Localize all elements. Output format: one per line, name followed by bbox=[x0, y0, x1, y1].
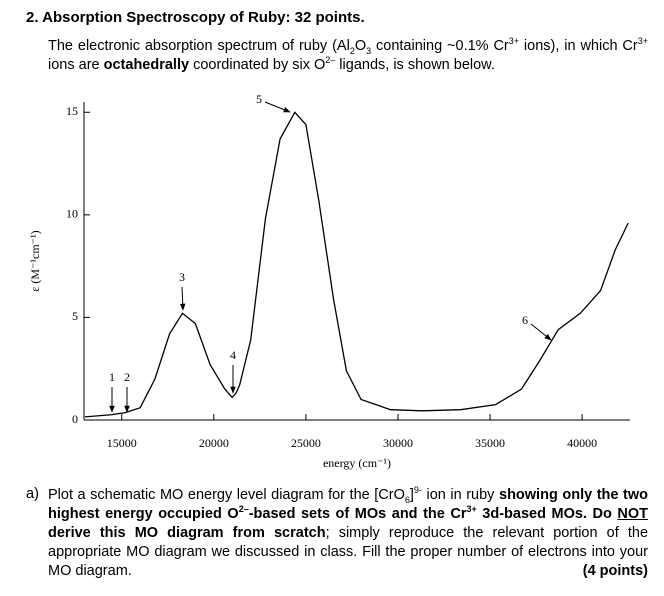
x-tick-label: 35000 bbox=[475, 436, 505, 450]
peak-label: 6 bbox=[522, 313, 528, 327]
y-tick-label: 15 bbox=[66, 104, 78, 118]
part-label: a) bbox=[26, 486, 39, 502]
text-run: -based sets of MOs and the Cr bbox=[248, 506, 467, 522]
text-run: ions are bbox=[48, 57, 104, 73]
y-axis-label: ε (M⁻¹cm⁻¹) bbox=[28, 230, 42, 291]
text-run: 6 bbox=[404, 494, 410, 505]
x-tick-label: 20000 bbox=[199, 436, 229, 450]
y-tick-label: 10 bbox=[66, 207, 78, 221]
text-run: 2– bbox=[238, 504, 249, 515]
text-run: O bbox=[354, 38, 367, 54]
intro-text: The electronic absorption spectrum of ru… bbox=[48, 37, 648, 75]
question-a-text: Plot a schematic MO energy level diagram… bbox=[48, 486, 648, 581]
text-run: ; simply reproduce the relevant portion … bbox=[48, 525, 649, 579]
peak-label: 4 bbox=[230, 348, 236, 362]
spectrum-line bbox=[84, 111, 629, 418]
x-tick-label: 30000 bbox=[383, 436, 413, 450]
text-run: derive this MO diagram from scratch bbox=[48, 525, 326, 541]
text-run: 3+ bbox=[508, 36, 520, 47]
text-run: coordinated by six O bbox=[189, 57, 326, 73]
text-run: 3+ bbox=[466, 504, 477, 515]
peak-label: 2 bbox=[124, 370, 130, 384]
question-title: 2. Absorption Spectroscopy of Ruby: 32 p… bbox=[26, 9, 365, 26]
text-run: 3d-based MOs. Do bbox=[476, 506, 618, 522]
x-tick-label: 15000 bbox=[107, 436, 137, 450]
x-axis-label: energy (cm⁻¹) bbox=[323, 456, 391, 470]
peak-label: 1 bbox=[109, 370, 115, 384]
y-tick-label: 0 bbox=[72, 412, 78, 426]
y-tick-label: 5 bbox=[72, 309, 78, 323]
x-tick-label: 40000 bbox=[567, 436, 597, 450]
text-run: 9- bbox=[413, 485, 422, 496]
text-run: ] bbox=[409, 487, 414, 503]
peak-arrow bbox=[179, 286, 186, 311]
text-run: 3+ bbox=[637, 36, 648, 47]
text-run: The electronic absorption spectrum of ru… bbox=[48, 38, 350, 54]
text-run: showing only the two highest energy occu… bbox=[48, 487, 648, 522]
text-run: 2– bbox=[325, 55, 336, 66]
text-run: octahedrally bbox=[103, 57, 190, 73]
text-run: NOT bbox=[617, 506, 648, 522]
text-run: ion in ruby bbox=[421, 487, 499, 503]
peak-arrow bbox=[530, 323, 552, 341]
points: (4 points) bbox=[576, 562, 648, 581]
peak-arrow bbox=[264, 101, 291, 113]
peak-label: 3 bbox=[179, 270, 185, 284]
text-run: 2 bbox=[349, 45, 355, 56]
text-run: ligands, is shown below. bbox=[335, 57, 495, 73]
text-run: ions), in which Cr bbox=[519, 38, 638, 54]
peak-label: 5 bbox=[256, 92, 262, 106]
text-run: containing ~0.1% Cr bbox=[371, 38, 509, 54]
x-tick-label: 25000 bbox=[291, 436, 321, 450]
text-run: 3 bbox=[366, 45, 372, 56]
text-run: Plot a schematic MO energy level diagram… bbox=[48, 487, 405, 503]
